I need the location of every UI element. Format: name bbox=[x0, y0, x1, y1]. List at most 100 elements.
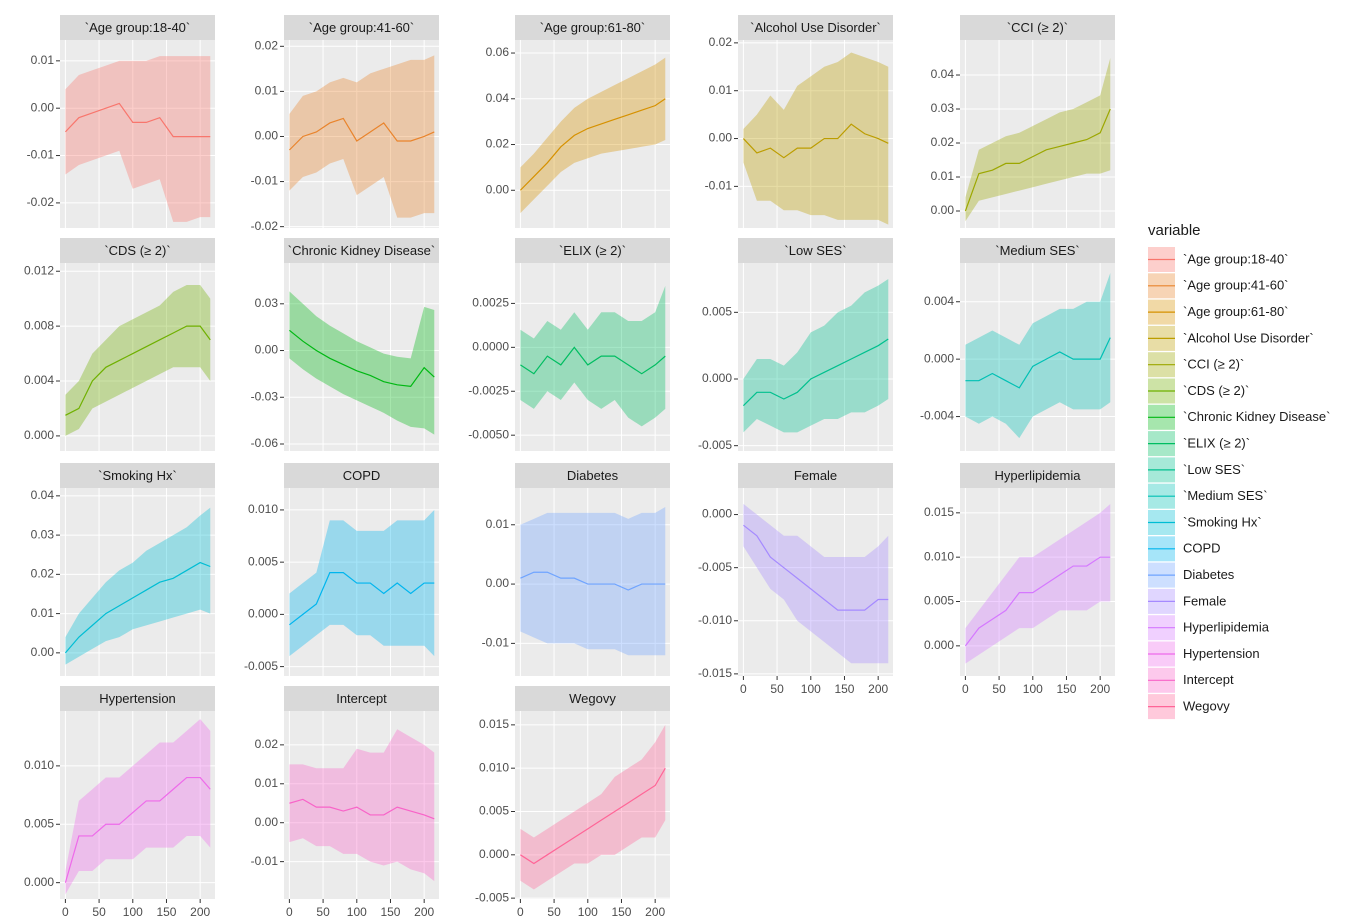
panel-background bbox=[60, 40, 215, 228]
x-tick-label: 200 bbox=[645, 905, 665, 919]
y-tick-label: -0.01 bbox=[251, 854, 279, 868]
y-tick-label: 0.00 bbox=[255, 343, 279, 357]
strip-label: `Age group:41-60` bbox=[309, 20, 415, 35]
x-tick-label: 150 bbox=[1056, 682, 1076, 696]
strip bbox=[284, 463, 439, 488]
ribbon bbox=[520, 506, 666, 656]
legend-label: `Alcohol Use Disorder` bbox=[1183, 330, 1314, 345]
strip-label: `ELIX (≥ 2)` bbox=[559, 243, 626, 258]
legend-label: `CDS (≥ 2)` bbox=[1183, 383, 1249, 398]
strip bbox=[738, 463, 893, 488]
y-tick-label: 0.01 bbox=[255, 776, 279, 790]
line bbox=[964, 108, 1111, 212]
legend-label: COPD bbox=[1183, 541, 1221, 556]
y-tick-label: 0.00 bbox=[486, 576, 510, 590]
strip-label: Intercept bbox=[336, 691, 387, 706]
line bbox=[742, 338, 889, 407]
legend-label: `ELIX (≥ 2)` bbox=[1183, 436, 1250, 451]
x-tick-label: 200 bbox=[868, 682, 888, 696]
line bbox=[965, 337, 1111, 389]
y-tick-label: 0.010 bbox=[248, 502, 278, 516]
legend-label: Wegovy bbox=[1183, 699, 1230, 714]
y-tick-label: -0.005 bbox=[698, 438, 732, 452]
line bbox=[65, 325, 211, 416]
y-tick-label: 0.04 bbox=[31, 488, 55, 502]
y-tick-label: 0.000 bbox=[702, 507, 732, 521]
panel-background bbox=[60, 488, 215, 676]
strip bbox=[60, 686, 215, 711]
y-tick-label: 0.00 bbox=[709, 131, 733, 145]
strip-label: Hypertension bbox=[99, 691, 176, 706]
ribbon bbox=[289, 55, 435, 218]
strip bbox=[284, 238, 439, 263]
ribbon bbox=[289, 729, 435, 882]
strip bbox=[60, 238, 215, 263]
panel-background bbox=[960, 488, 1115, 676]
y-tick-label: -0.03 bbox=[251, 389, 279, 403]
y-tick-label: 0.02 bbox=[931, 135, 955, 149]
x-tick-label: 100 bbox=[578, 905, 598, 919]
y-tick-label: -0.0050 bbox=[468, 427, 509, 441]
strip bbox=[284, 15, 439, 40]
legend-title: variable bbox=[1148, 222, 1201, 239]
y-tick-label: 0.00 bbox=[31, 100, 55, 114]
y-tick-label: 0.04 bbox=[486, 91, 510, 105]
legend-label: `CCI (≥ 2)` bbox=[1183, 357, 1244, 372]
x-tick-label: 50 bbox=[316, 905, 330, 919]
strip-label: `Age group:61-80` bbox=[540, 20, 646, 35]
x-tick-label: 200 bbox=[414, 905, 434, 919]
y-tick-label: -0.0025 bbox=[468, 383, 509, 397]
line bbox=[289, 572, 435, 626]
y-tick-label: 0.02 bbox=[255, 38, 279, 52]
y-tick-label: 0.06 bbox=[486, 45, 510, 59]
y-tick-label: 0.03 bbox=[31, 527, 55, 541]
y-tick-label: 0.00 bbox=[255, 815, 279, 829]
line bbox=[64, 776, 211, 883]
ribbon bbox=[65, 507, 211, 665]
panel-background bbox=[738, 263, 893, 451]
x-tick-label: 50 bbox=[992, 682, 1006, 696]
strip bbox=[515, 463, 670, 488]
x-tick-label: 100 bbox=[123, 905, 143, 919]
y-tick-label: 0.01 bbox=[31, 53, 55, 67]
panel-background bbox=[960, 40, 1115, 228]
y-tick-label: 0.01 bbox=[31, 606, 55, 620]
ribbon bbox=[289, 291, 435, 435]
y-tick-label: 0.03 bbox=[255, 296, 279, 310]
y-tick-label: 0.00 bbox=[31, 645, 55, 659]
line bbox=[520, 571, 666, 591]
strip-label: `CDS (≥ 2)` bbox=[104, 243, 170, 258]
line bbox=[288, 117, 435, 151]
line bbox=[964, 556, 1111, 647]
panel-background bbox=[960, 263, 1115, 451]
ribbon bbox=[965, 503, 1111, 664]
strip bbox=[960, 15, 1115, 40]
x-tick-label: 100 bbox=[801, 682, 821, 696]
x-tick-label: 100 bbox=[347, 905, 367, 919]
x-tick-label: 150 bbox=[834, 682, 854, 696]
strip bbox=[960, 463, 1115, 488]
strip bbox=[738, 238, 893, 263]
y-tick-label: 0.01 bbox=[709, 83, 733, 97]
y-tick-label: -0.01 bbox=[482, 636, 510, 650]
x-tick-label: 0 bbox=[962, 682, 969, 696]
legend-label: `Age group:61-80` bbox=[1183, 304, 1289, 319]
strip-label: `Age group:18-40` bbox=[85, 20, 191, 35]
strip bbox=[515, 238, 670, 263]
x-tick-label: 0 bbox=[286, 905, 293, 919]
line bbox=[64, 102, 211, 138]
x-tick-label: 50 bbox=[547, 905, 561, 919]
legend-label: `Low SES` bbox=[1183, 462, 1245, 477]
strip bbox=[515, 686, 670, 711]
strip-label: Female bbox=[794, 468, 837, 483]
strip-label: `CCI (≥ 2)` bbox=[1007, 20, 1068, 35]
y-tick-label: 0.000 bbox=[248, 607, 278, 621]
y-tick-label: 0.008 bbox=[24, 318, 54, 332]
panel-background bbox=[515, 488, 670, 676]
line bbox=[519, 98, 666, 191]
legend-label: `Medium SES` bbox=[1183, 488, 1268, 503]
legend-label: Hypertension bbox=[1183, 646, 1260, 661]
legend-label: `Age group:18-40` bbox=[1183, 251, 1289, 266]
strip-label: Diabetes bbox=[567, 468, 619, 483]
